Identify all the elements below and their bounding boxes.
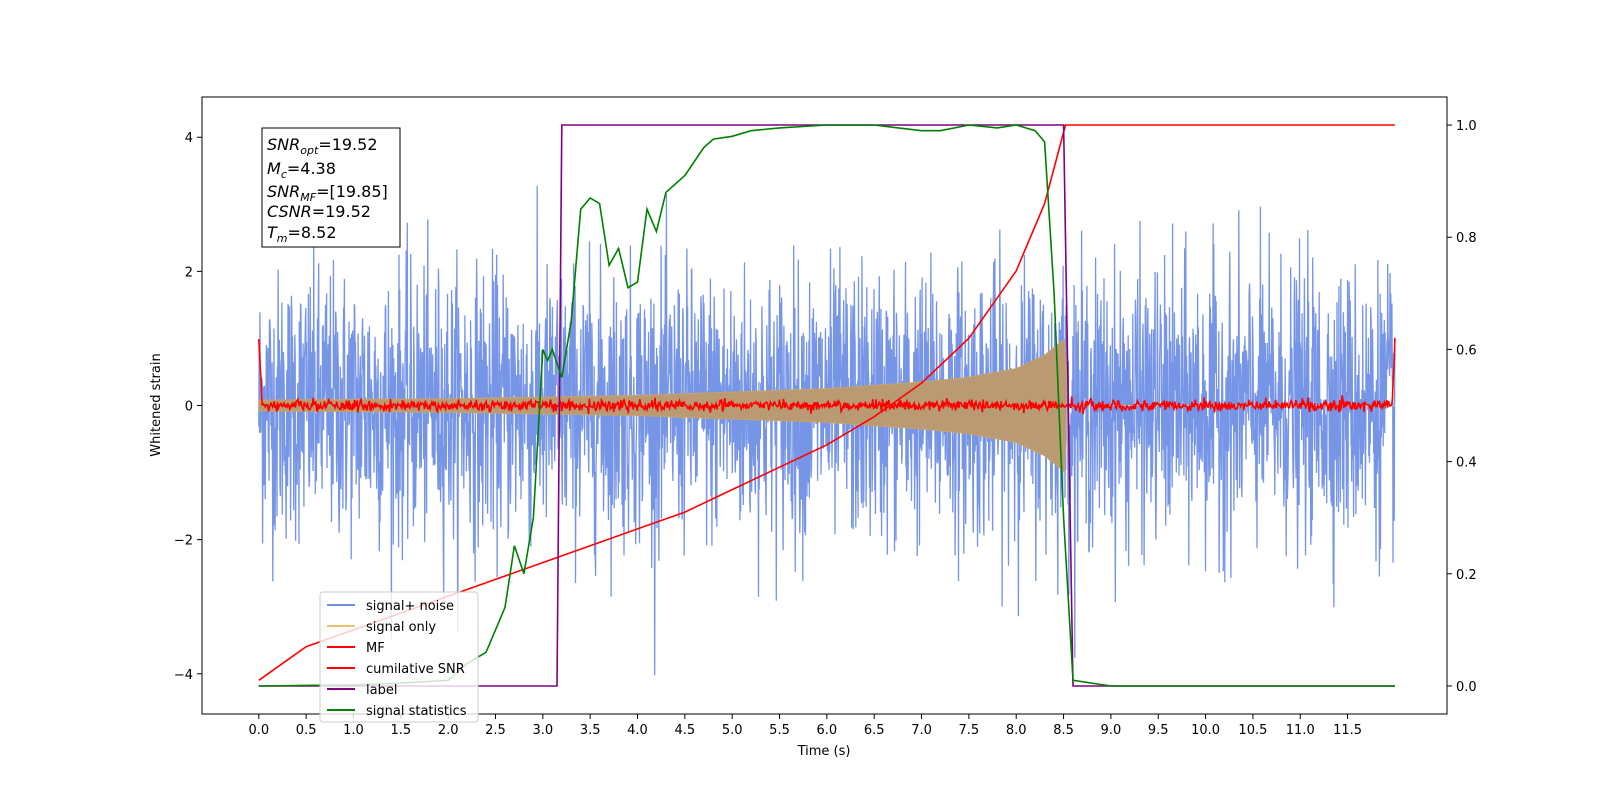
- legend-label: signal statistics: [366, 704, 467, 719]
- info-csnr: CSNR=19.52: [267, 202, 371, 221]
- x-tick-label: 2.0: [438, 723, 459, 738]
- info-mc: Mc=4.38: [267, 159, 336, 181]
- series-signal-statistics: [258, 124, 1395, 687]
- x-tick-label: 10.0: [1191, 723, 1220, 738]
- series-signal-noise: [258, 185, 1396, 676]
- x-tick-label: 1.5: [390, 723, 411, 738]
- x-tick-label: 7.5: [959, 723, 980, 738]
- legend-frame: [319, 591, 479, 723]
- x-tick-label: 8.0: [1006, 723, 1027, 738]
- x-tick-label: 0.0: [248, 723, 269, 738]
- legend: signal+ noise signal only MF cumilative SNR…: [319, 591, 479, 723]
- y2-tick-label: 1.0: [1456, 119, 1477, 134]
- y2-tick-label: 0.4: [1456, 456, 1477, 471]
- x-axis: 0.0 0.5 1.0 1.5 2.0 2.5 3.0 3.5 4.0 4.5 5.0 5.5 6.0 6…: [248, 714, 1362, 738]
- series-signal-only: [258, 338, 1067, 473]
- y-axis-left: 4 2 0 −2 −4: [174, 131, 202, 683]
- info-snr-mf: SNRMF=[19.85]: [267, 182, 388, 204]
- x-tick-label: 5.0: [722, 723, 743, 738]
- series-mf: [258, 337, 1396, 415]
- legend-label: signal only: [366, 620, 436, 635]
- x-tick-label: 11.0: [1286, 723, 1315, 738]
- series-layer: [258, 124, 1396, 687]
- x-tick-label: 10.5: [1238, 723, 1267, 738]
- x-tick-label: 4.5: [675, 723, 696, 738]
- x-tick-label: 6.5: [864, 723, 885, 738]
- y2-tick-label: 0.0: [1456, 680, 1477, 695]
- y-tick-label: −2: [174, 534, 193, 549]
- x-tick-label: 0.5: [296, 723, 317, 738]
- legend-label: label: [366, 683, 397, 698]
- x-tick-label: 9.5: [1148, 723, 1169, 738]
- y-axis-label: Whitened strain: [149, 353, 164, 456]
- x-tick-label: 8.5: [1053, 723, 1074, 738]
- legend-label: cumilative SNR: [366, 662, 465, 677]
- info-snr-opt: SNRopt=19.52: [267, 135, 378, 157]
- y2-tick-label: 0.8: [1456, 231, 1477, 246]
- x-tick-label: 3.0: [532, 723, 553, 738]
- x-axis-label: Time (s): [797, 744, 851, 759]
- x-tick-label: 11.5: [1333, 723, 1362, 738]
- info-box: SNRopt=19.52 Mc=4.38 SNRMF=[19.85] CSNR=…: [261, 127, 401, 248]
- legend-label: signal+ noise: [366, 599, 454, 614]
- y-axis-right: 1.0 0.8 0.6 0.4 0.2 0.0: [1447, 119, 1477, 695]
- x-tick-label: 9.0: [1101, 723, 1122, 738]
- legend-label: MF: [366, 641, 385, 656]
- x-tick-label: 7.0: [911, 723, 932, 738]
- y-tick-label: 4: [185, 131, 193, 146]
- y2-tick-label: 0.2: [1456, 568, 1477, 583]
- y-tick-label: 2: [185, 265, 193, 280]
- x-tick-label: 1.0: [343, 723, 364, 738]
- x-tick-label: 6.0: [817, 723, 838, 738]
- y-tick-label: −4: [174, 668, 193, 683]
- x-tick-label: 2.5: [485, 723, 506, 738]
- x-tick-label: 5.5: [769, 723, 790, 738]
- x-tick-label: 4.0: [627, 723, 648, 738]
- x-tick-label: 3.5: [580, 723, 601, 738]
- info-tm: Tm=8.52: [267, 223, 337, 245]
- y2-tick-label: 0.6: [1456, 343, 1477, 358]
- y-tick-label: 0: [185, 400, 193, 415]
